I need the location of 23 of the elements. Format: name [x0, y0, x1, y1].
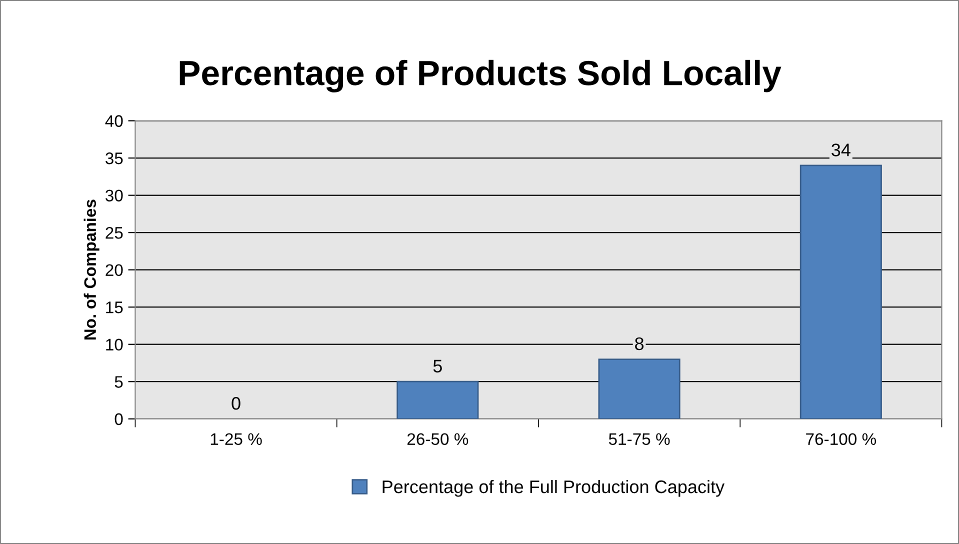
- y-tick-label: 15: [106, 302, 123, 314]
- y-axis-title: No. of Companies: [84, 200, 100, 340]
- bar: [800, 164, 882, 419]
- x-tick-label: 26-50 %: [407, 433, 468, 446]
- bar: [598, 358, 680, 419]
- data-label: 0: [232, 396, 240, 410]
- y-tick-label: 25: [106, 226, 123, 239]
- y-tick-label: 0: [114, 413, 123, 426]
- bar: [396, 380, 479, 419]
- y-tick-label: 40: [105, 115, 123, 127]
- data-label: 8: [635, 337, 644, 350]
- y-tick-label: 30: [106, 190, 123, 202]
- y-tick-label: 35: [106, 152, 123, 164]
- chart-title: Percentage of Products Sold Locally: [180, 60, 782, 92]
- data-label: 5: [433, 360, 442, 372]
- data-label: 34: [832, 144, 850, 156]
- y-tick-label: 10: [106, 338, 123, 351]
- y-tick-label: 5: [114, 376, 123, 388]
- legend-label: Percentage of the Full Production Capacity: [382, 480, 725, 497]
- x-tick-label: 51-75 %: [608, 433, 670, 446]
- x-tick-label: 1-25 %: [210, 433, 262, 446]
- x-tick-label: 76-100 %: [806, 433, 876, 446]
- y-tick-label: 20: [106, 264, 123, 276]
